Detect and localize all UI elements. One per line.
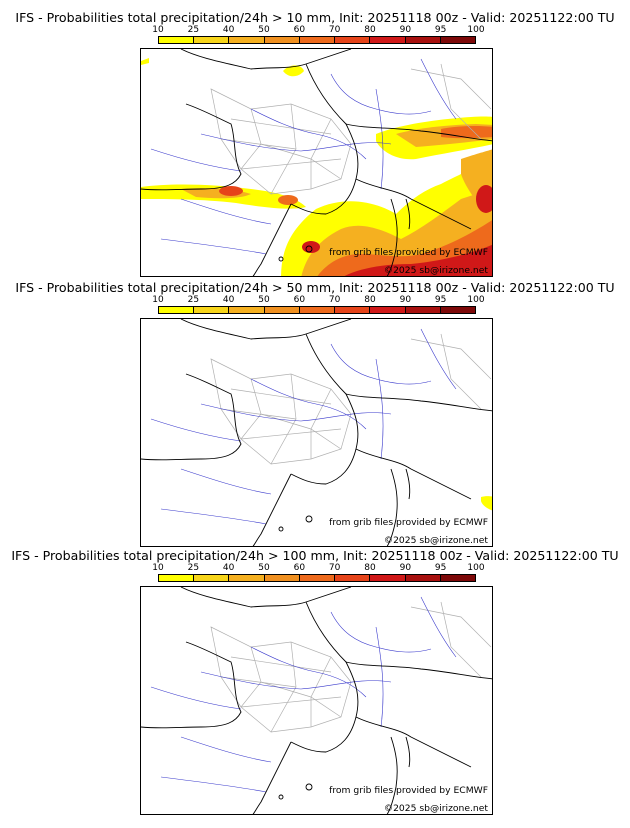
precip-liguria <box>481 496 492 511</box>
legend-tick-100: 100 <box>467 25 485 35</box>
legend-tick-100: 100 <box>467 563 485 573</box>
panel-10mm: IFS - Probabilities total precipitation/… <box>0 10 630 278</box>
legend-tick-95: 95 <box>434 563 447 573</box>
legend-swatch-25 <box>194 575 230 581</box>
credit-copyright: ©2025 sb@irizone.net <box>383 265 488 276</box>
legend-tick-90: 90 <box>399 563 412 573</box>
legend-swatch-95 <box>440 37 475 43</box>
legend-tick-60: 60 <box>293 25 306 35</box>
legend-tick-10: 10 <box>152 563 164 573</box>
precip-pyrenees-peak <box>219 186 243 196</box>
legend-swatch-60 <box>299 575 336 581</box>
probability-map: from grib files provided by ECMWF ©2025 … <box>140 586 493 815</box>
coastline-borders <box>141 49 492 276</box>
panel-title: IFS - Probabilities total precipitation/… <box>11 548 619 563</box>
legend-tick-70: 70 <box>328 563 341 573</box>
rivers <box>150 596 457 793</box>
rivers <box>150 328 457 525</box>
legend-tick-25: 25 <box>187 25 200 35</box>
legend-tick-80: 80 <box>364 563 376 573</box>
legend-swatch-50 <box>264 37 300 43</box>
legend-tick-90: 90 <box>399 295 412 305</box>
panel-50mm: IFS - Probabilities total precipitation/… <box>0 280 630 548</box>
legend-tick-70: 70 <box>328 295 341 305</box>
legend-tick-70: 70 <box>328 25 341 35</box>
legend-tick-25: 25 <box>187 295 200 305</box>
rivers <box>150 58 457 255</box>
coastline-borders <box>141 319 492 546</box>
color-legend: 10 25 40 50 60 70 80 90 95 100 <box>152 563 485 589</box>
map-canvas <box>141 587 492 814</box>
legend-tick-80: 80 <box>364 295 376 305</box>
legend-tick-60: 60 <box>293 295 306 305</box>
legend-swatch-70 <box>335 37 371 43</box>
legend-swatch-25 <box>194 307 230 313</box>
legend-swatch-50 <box>264 575 300 581</box>
credit-source: from grib files provided by ECMWF <box>329 517 488 528</box>
legend-swatch-10 <box>159 307 195 313</box>
legend-swatch-80 <box>370 37 406 43</box>
legend-swatch-95 <box>440 307 475 313</box>
legend-tick-40: 40 <box>222 563 235 573</box>
panel-title: IFS - Probabilities total precipitation/… <box>15 280 615 295</box>
legend-swatch-25 <box>194 37 230 43</box>
precip-overlay <box>141 58 492 276</box>
admin-boundaries <box>210 601 492 733</box>
legend-tick-95: 95 <box>434 295 447 305</box>
legend-swatch-60 <box>299 37 336 43</box>
color-legend: 10 25 40 50 60 70 80 90 95 100 <box>152 295 485 321</box>
legend-swatch-50 <box>264 307 300 313</box>
panel-title: IFS - Probabilities total precipitation/… <box>15 10 615 25</box>
legend-tick-60: 60 <box>293 563 306 573</box>
map-canvas <box>141 49 492 276</box>
color-legend: 10 25 40 50 60 70 80 90 95 100 <box>152 25 485 51</box>
credit-copyright: ©2025 sb@irizone.net <box>383 803 488 814</box>
precip-overlay <box>481 496 492 511</box>
legend-swatch-40 <box>229 575 265 581</box>
legend-tick-10: 10 <box>152 295 164 305</box>
map-canvas <box>141 319 492 546</box>
legend-swatch-90 <box>405 575 441 581</box>
legend-swatch-10 <box>159 37 195 43</box>
legend-swatch-40 <box>229 307 265 313</box>
legend-tick-50: 50 <box>258 563 270 573</box>
admin-boundaries <box>210 63 492 195</box>
credit-source: from grib files provided by ECMWF <box>329 785 488 796</box>
credit-source: from grib files provided by ECMWF <box>329 247 488 258</box>
legend-tick-10: 10 <box>152 25 164 35</box>
probability-map: from grib files provided by ECMWF ©2025 … <box>140 48 493 277</box>
legend-color-bar <box>158 306 476 314</box>
legend-swatch-95 <box>440 575 475 581</box>
legend-swatch-80 <box>370 575 406 581</box>
legend-tick-100: 100 <box>467 295 485 305</box>
legend-tick-25: 25 <box>187 563 200 573</box>
legend-color-bar <box>158 574 476 582</box>
legend-tick-40: 40 <box>222 25 235 35</box>
panel-100mm: IFS - Probabilities total precipitation/… <box>0 548 630 818</box>
legend-swatch-90 <box>405 307 441 313</box>
credit-copyright: ©2025 sb@irizone.net <box>383 535 488 546</box>
legend-swatch-70 <box>335 575 371 581</box>
legend-tick-40: 40 <box>222 295 235 305</box>
legend-color-bar <box>158 36 476 44</box>
legend-tick-95: 95 <box>434 25 447 35</box>
legend-tick-50: 50 <box>258 25 270 35</box>
probability-map: from grib files provided by ECMWF ©2025 … <box>140 318 493 547</box>
legend-tick-90: 90 <box>399 25 412 35</box>
precip-belgium <box>283 65 304 77</box>
legend-swatch-80 <box>370 307 406 313</box>
legend-swatch-40 <box>229 37 265 43</box>
legend-swatch-90 <box>405 37 441 43</box>
legend-tick-50: 50 <box>258 295 270 305</box>
legend-tick-80: 80 <box>364 25 376 35</box>
coastline-borders <box>141 587 492 814</box>
legend-swatch-70 <box>335 307 371 313</box>
legend-swatch-10 <box>159 575 195 581</box>
legend-swatch-60 <box>299 307 336 313</box>
admin-boundaries <box>210 333 492 465</box>
